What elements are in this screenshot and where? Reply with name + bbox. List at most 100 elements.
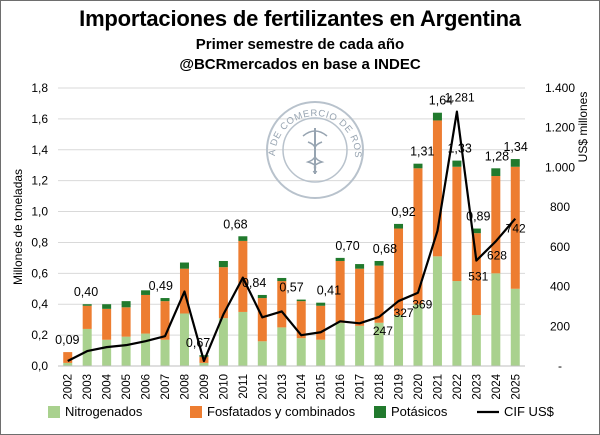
bar-nitrogenados	[199, 362, 209, 366]
y2-tick-label: 200	[550, 319, 570, 333]
total-label: 0,49	[149, 279, 173, 293]
chart-subtitle: Primer semestre de cada año	[195, 36, 405, 53]
total-label: 0,84	[242, 276, 266, 290]
bar-potasicos	[141, 290, 151, 295]
y-tick-label: 0,4	[31, 297, 48, 311]
total-label: 1,33	[447, 142, 471, 156]
bar-nitrogenados	[82, 328, 92, 366]
seal-text-path-content: BOLSA DE COMERCIO DE ROSARIO	[0, 0, 362, 158]
bar-nitrogenados	[471, 315, 481, 366]
bar-potasicos	[374, 260, 384, 266]
x-tick-label: 2011	[238, 374, 250, 399]
total-label: 0,68	[223, 217, 247, 231]
bar-potasicos	[432, 112, 442, 121]
caduceus-seal-icon: BOLSA DE COMERCIO DE ROSARIO	[0, 0, 364, 199]
x-tick-label: 2023	[471, 374, 483, 400]
bar-potasicos	[277, 277, 287, 282]
cif-value-label: 531	[468, 270, 488, 284]
chart-title: Importaciones de fertilizantes en Argent…	[79, 6, 521, 31]
bar-nitrogenados	[257, 341, 267, 366]
bar-nitrogenados	[63, 362, 73, 366]
bar-fosfatados	[121, 307, 131, 337]
x-tick-label: 2016	[335, 374, 347, 400]
bar-fosfatados	[277, 281, 287, 328]
y2-tick-label: 800	[550, 200, 570, 214]
bar-potasicos	[160, 298, 170, 302]
bar-fosfatados	[510, 166, 520, 289]
x-tick-label: 2003	[82, 374, 94, 400]
total-label: 0,89	[466, 210, 490, 224]
cif-value-label: 628	[487, 248, 507, 262]
y-tick-label: 1,2	[31, 174, 48, 188]
bar-potasicos	[394, 223, 404, 229]
bar-nitrogenados	[296, 338, 306, 366]
total-label: 0,09	[55, 333, 79, 347]
x-tick-label: 2013	[277, 374, 289, 400]
bar-potasicos	[121, 301, 131, 308]
x-tick-label: 2007	[160, 374, 172, 400]
bar-fosfatados	[257, 298, 267, 342]
bar-fosfatados	[296, 301, 306, 339]
chart-source: @BCRmercados en base a INDEC	[179, 56, 421, 73]
seal-outer-ring	[266, 101, 364, 199]
bar-fosfatados	[102, 308, 112, 340]
bar-nitrogenados	[432, 256, 442, 366]
bar-fosfatados	[471, 233, 481, 316]
x-tick-label: 2009	[199, 374, 211, 400]
x-tick-label: 2019	[394, 374, 406, 400]
bar-nitrogenados	[355, 325, 365, 366]
bar-potasicos	[471, 228, 481, 234]
x-tick-label: 2008	[179, 374, 191, 400]
bar-fosfatados	[432, 120, 442, 257]
y2-tick-label: 1.200	[545, 121, 575, 135]
bar-nitrogenados	[510, 288, 520, 366]
y-tick-label: 0,2	[31, 328, 48, 342]
seal-inner-ring	[282, 117, 348, 183]
y-tick-label: 0,6	[31, 266, 48, 280]
y2-tick-label: 400	[550, 280, 570, 294]
cif-line-series	[67, 110, 517, 363]
bar-nitrogenados	[452, 281, 462, 366]
x-tick-label: 2005	[121, 374, 133, 400]
bar-potasicos	[355, 264, 365, 269]
y-tick-label: 0,8	[31, 235, 48, 249]
y-tick-label: 1,8	[31, 81, 48, 95]
bar-nitrogenados	[102, 339, 112, 366]
cif-value-label: 1.281	[445, 91, 475, 105]
bar-nitrogenados	[413, 304, 423, 366]
x-tick-label: 2006	[141, 374, 153, 400]
y-axis-title: Millones de toneladas	[11, 169, 25, 285]
total-label: 0,41	[317, 284, 341, 298]
x-tick-label: 2015	[316, 374, 328, 400]
x-tick-label: 2010	[218, 374, 230, 400]
bar-nitrogenados	[374, 322, 384, 366]
axes: 0,0 0,2 0,4 0,6 0,8 1,0 1,2 1,4 1,6 1,8 - 200 400 600…	[11, 81, 590, 400]
x-tick-label: 2022	[452, 374, 464, 400]
cif-value-label: 369	[412, 298, 432, 312]
bar-nitrogenados	[394, 315, 404, 366]
total-label: 1,64	[429, 94, 453, 108]
caduceus-snake-2	[305, 141, 323, 173]
bar-fosfatados	[316, 305, 326, 340]
total-label: 0,70	[335, 239, 359, 253]
bar-nitrogenados	[335, 322, 345, 366]
total-label: 0,68	[373, 242, 397, 256]
legend-fosfatados-label: Fosfatados y combinados	[207, 404, 356, 419]
bar-fosfatados	[413, 168, 423, 305]
y2-tick-label: -	[558, 359, 562, 373]
bar-potasicos	[179, 262, 189, 269]
bar-potasicos	[82, 304, 92, 306]
x-tick-label: 2017	[355, 374, 367, 400]
bar-series	[63, 112, 520, 366]
bar-nitrogenados	[179, 313, 189, 366]
total-label: 1,31	[410, 145, 434, 159]
bar-nitrogenados	[160, 339, 170, 366]
x-tick-label: 2004	[102, 373, 114, 399]
cif-value-label: 327	[394, 306, 414, 320]
y2-axis-title: US$ millones	[576, 92, 590, 163]
y-tick-label: 1,4	[31, 143, 48, 157]
data-labels: 0,09 0,40 0,49 0,67 0,68 0,84 0,57 0,41 0,70 0,68…	[55, 91, 528, 351]
legend-fosfatados-swatch	[190, 406, 202, 418]
legend-cif-label: CIF US$	[504, 404, 555, 419]
